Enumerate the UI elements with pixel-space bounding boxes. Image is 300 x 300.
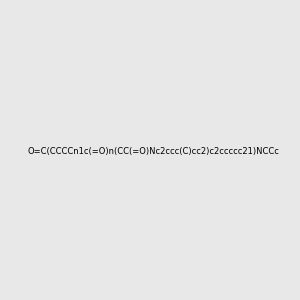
Text: O=C(CCCCn1c(=O)n(CC(=O)Nc2ccc(C)cc2)c2ccccc21)NCCc: O=C(CCCCn1c(=O)n(CC(=O)Nc2ccc(C)cc2)c2cc… bbox=[28, 147, 280, 156]
